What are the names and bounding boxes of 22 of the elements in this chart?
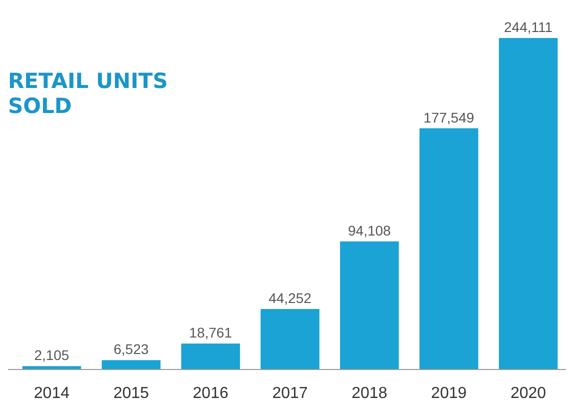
bar (22, 366, 82, 369)
bar (340, 241, 399, 369)
bar (102, 360, 161, 369)
x-tick-label: 2016 (192, 385, 228, 402)
x-tick-label: 2017 (272, 385, 308, 402)
bar (181, 344, 240, 369)
data-label: 94,108 (348, 222, 392, 238)
bar (260, 308, 320, 369)
x-tick-label: 2019 (431, 385, 467, 402)
data-label: 2,105 (34, 347, 70, 364)
data-label: 177,549 (424, 109, 474, 126)
x-tick-label: 2020 (510, 385, 546, 402)
data-label: 244,111 (504, 19, 553, 35)
text: RETAIL UNITS SOLD (8, 69, 168, 118)
data-label: 18,761 (189, 324, 232, 341)
x-tick-label: 2014 (34, 385, 70, 402)
data-label: 44,252 (268, 290, 312, 306)
data-label: 6,523 (114, 341, 149, 358)
x-tick-label: 2018 (352, 385, 388, 402)
bar (498, 38, 558, 369)
x-tick-label: 2015 (113, 385, 150, 402)
bar (419, 128, 478, 369)
